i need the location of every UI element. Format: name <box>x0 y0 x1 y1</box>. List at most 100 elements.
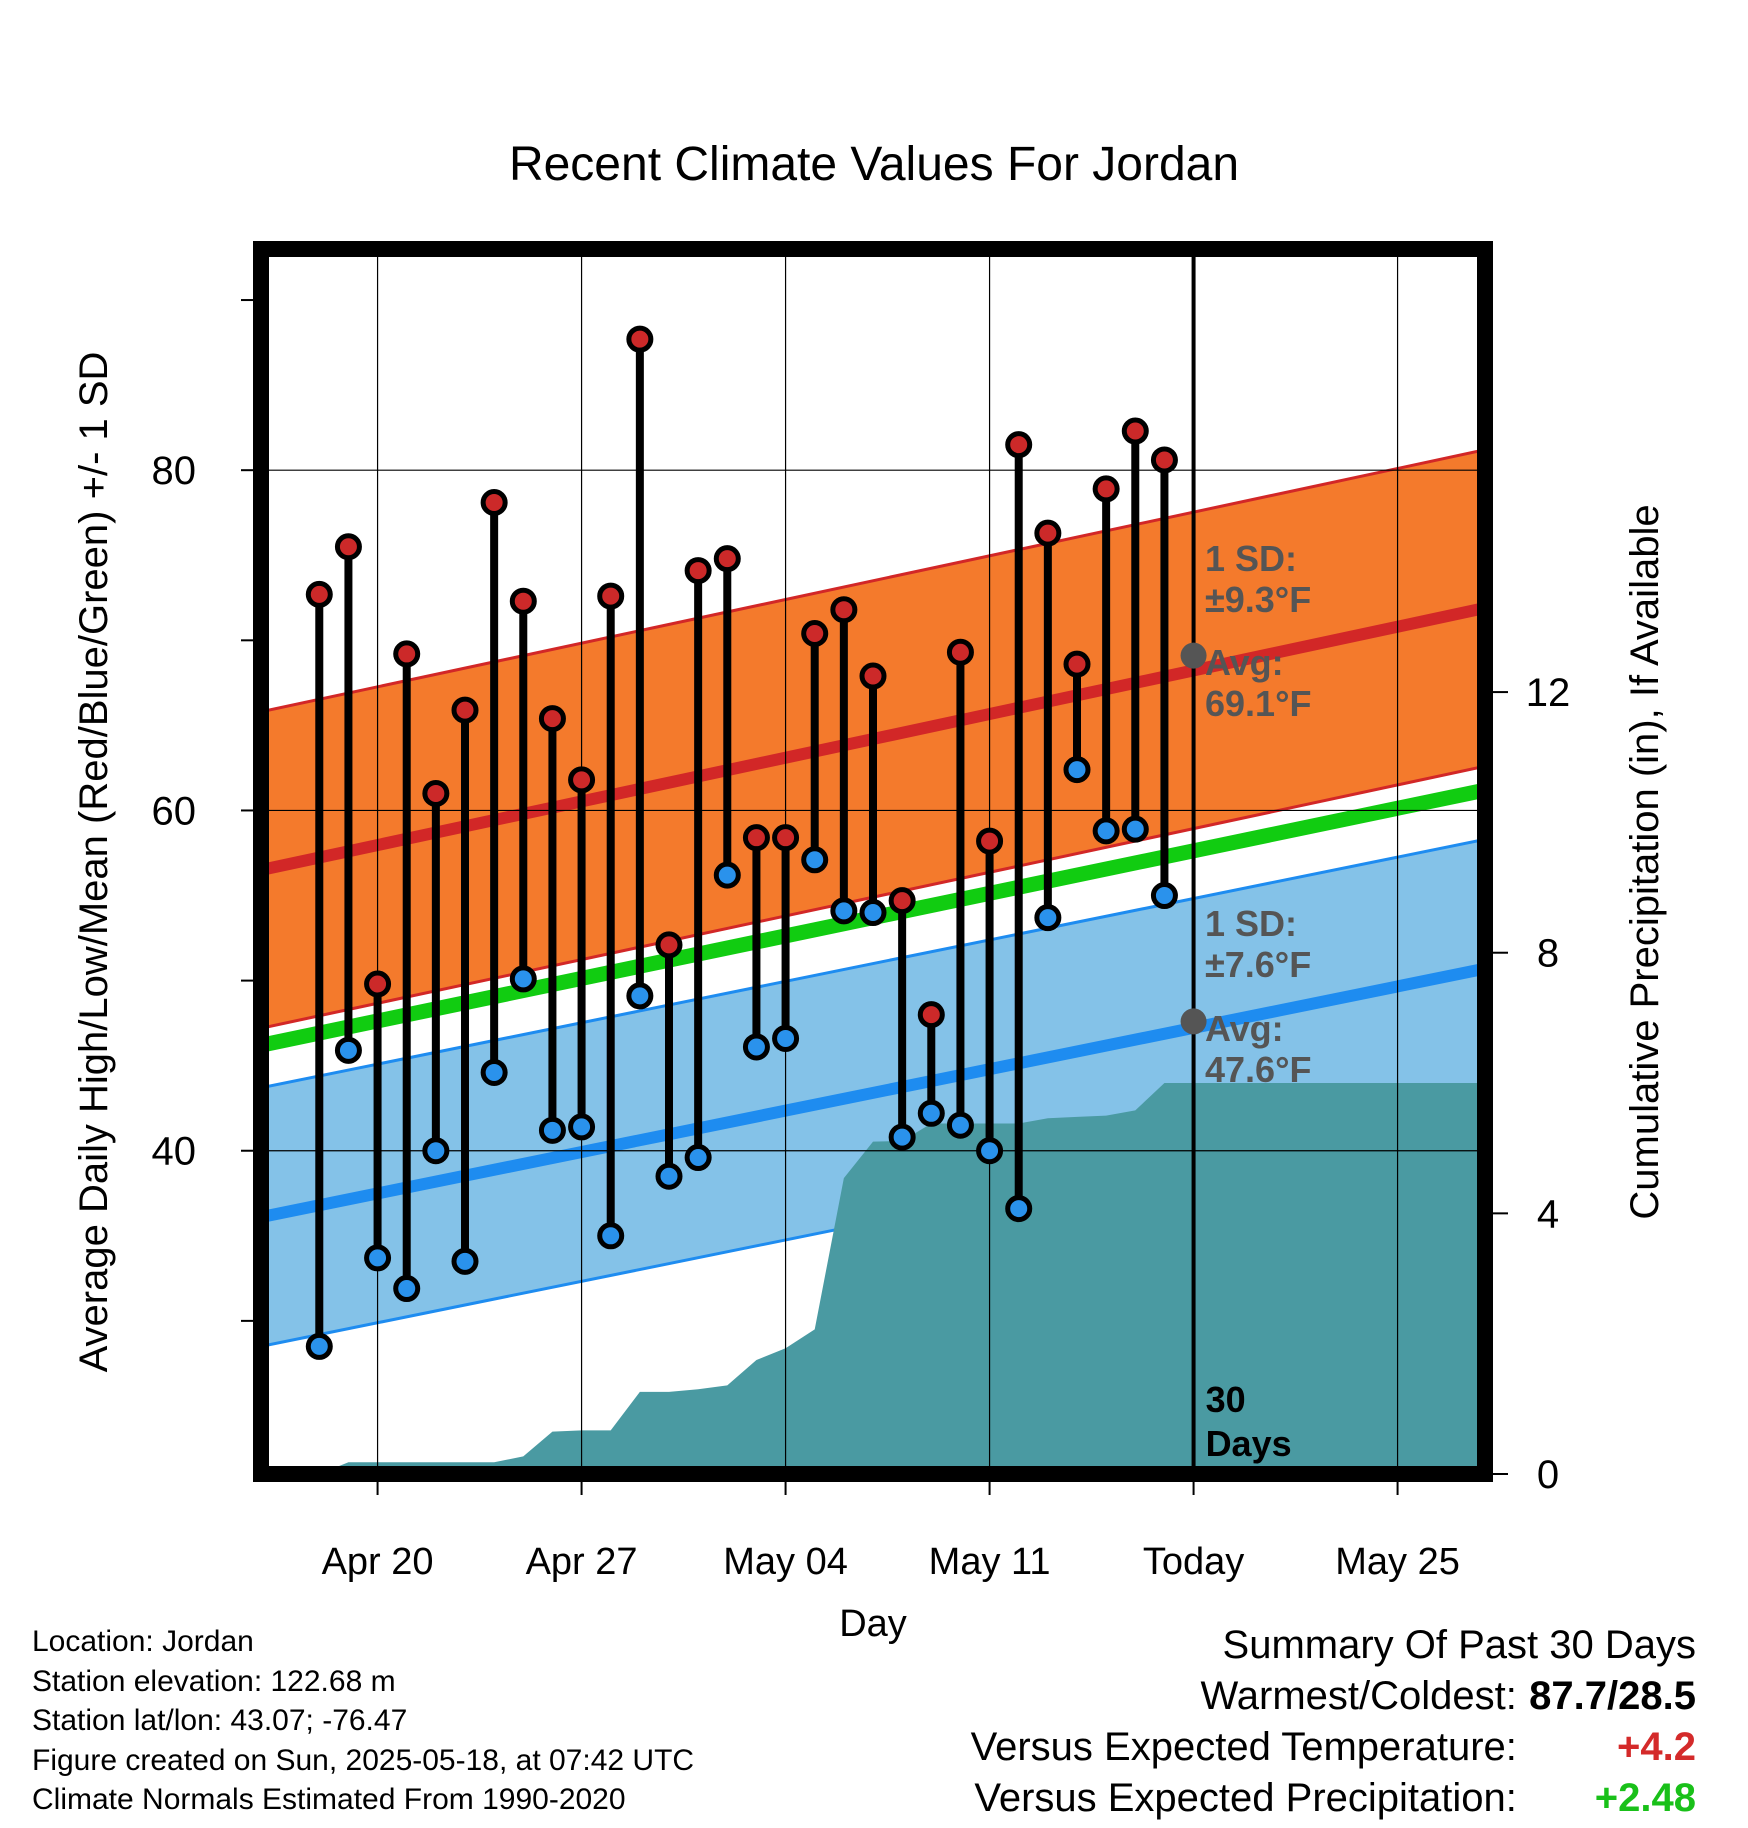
y2-tick-label: 8 <box>1537 932 1559 976</box>
daily-low-point <box>538 1116 566 1144</box>
daily-high-point <box>1005 431 1033 459</box>
high-avg-label: 69.1°F <box>1205 683 1311 724</box>
daily-low-point <box>742 1033 770 1061</box>
precip-area <box>290 1083 1485 1474</box>
daily-high-point <box>509 587 537 615</box>
daily-low-point <box>480 1058 508 1086</box>
high-avg-label: Avg: <box>1205 642 1284 683</box>
daily-low-point <box>626 982 654 1010</box>
daily-low-point <box>451 1247 479 1275</box>
daily-low-point <box>1063 756 1091 784</box>
daily-low-point <box>976 1137 1004 1165</box>
daily-low-point <box>713 861 741 889</box>
daily-high-point <box>626 325 654 353</box>
daily-low-point <box>772 1024 800 1052</box>
daily-high-point <box>1092 475 1120 503</box>
daily-high-point <box>801 620 829 648</box>
high-sd-label: 1 SD: <box>1205 538 1297 579</box>
daily-high-point <box>888 887 916 915</box>
high-sd-label: ±9.3°F <box>1205 579 1311 620</box>
summary-warmest-label: Warmest/Coldest: <box>1200 1674 1517 1718</box>
daily-high-point <box>1121 417 1149 445</box>
info-created: Figure created on Sun, 2025-05-18, at 07… <box>32 1743 695 1777</box>
daily-low-point <box>655 1162 683 1190</box>
summary-panel: Summary Of Past 30 Days Warmest/Coldest:… <box>971 1620 1696 1824</box>
daily-low-point <box>1121 815 1149 843</box>
summary-temp-value: +4.2 <box>1617 1725 1696 1769</box>
today-days-label: 30 <box>1206 1379 1246 1420</box>
y-tick-label: 40 <box>152 1130 197 1174</box>
daily-low-point <box>1150 882 1178 910</box>
daily-high-point <box>480 489 508 517</box>
summary-precip-label: Versus Expected Precipitation: <box>974 1776 1517 1820</box>
y2-tick-label: 0 <box>1537 1453 1559 1497</box>
daily-high-point <box>655 931 683 959</box>
daily-low-point <box>305 1332 333 1360</box>
info-latlon: Station lat/lon: 43.07; -76.47 <box>32 1704 408 1737</box>
info-normals: Climate Normals Estimated From 1990-2020 <box>32 1783 626 1816</box>
daily-high-point <box>597 582 625 610</box>
daily-high-point <box>946 638 974 666</box>
info-location: Location: Jordan <box>32 1625 254 1658</box>
daily-high-point <box>422 779 450 807</box>
daily-low-point <box>568 1113 596 1141</box>
summary-warmest-row: Warmest/Coldest: 87.7/28.5 <box>971 1671 1697 1722</box>
y2-axis-label: Cumulative Precipitation (in), If Availa… <box>1623 504 1667 1219</box>
y2-tick-label: 4 <box>1537 1192 1559 1236</box>
low-avg-label: Avg: <box>1205 1008 1284 1049</box>
daily-high-point <box>305 580 333 608</box>
daily-low-point <box>830 897 858 925</box>
daily-low-point <box>509 965 537 993</box>
daily-points-layer <box>305 325 1178 1360</box>
plot-frame <box>253 241 1493 1482</box>
daily-high-point <box>976 827 1004 855</box>
daily-low-point <box>393 1275 421 1303</box>
x-axis-label: Day <box>839 1603 907 1645</box>
high-avg-dot <box>1180 642 1207 669</box>
daily-high-point <box>859 662 887 690</box>
x-tick-label: Apr 27 <box>526 1541 638 1583</box>
daily-low-point <box>946 1111 974 1139</box>
today-days-label: Days <box>1206 1423 1292 1464</box>
high-sd-band-upper-edge <box>261 448 1485 714</box>
daily-high-point <box>742 824 770 852</box>
daily-high-point <box>830 596 858 624</box>
low-avg-label: 47.6°F <box>1205 1049 1311 1090</box>
daily-low-point <box>422 1137 450 1165</box>
daily-high-point <box>684 557 712 585</box>
daily-low-point <box>334 1036 362 1064</box>
daily-low-point <box>597 1222 625 1250</box>
daily-high-point <box>364 970 392 998</box>
daily-low-point <box>684 1144 712 1172</box>
low-sd-label: ±7.6°F <box>1205 944 1311 985</box>
daily-high-point <box>334 533 362 561</box>
daily-high-point <box>1034 519 1062 547</box>
daily-high-point <box>1150 446 1178 474</box>
daily-low-point <box>1005 1195 1033 1223</box>
daily-low-point <box>1092 817 1120 845</box>
daily-low-point <box>859 899 887 927</box>
x-tick-label: Apr 20 <box>322 1541 434 1583</box>
station-info: Location: Jordan Station elevation: 122.… <box>32 1622 694 1820</box>
x-tick-label: Today <box>1143 1541 1244 1583</box>
daily-high-point <box>538 705 566 733</box>
x-tick-label: May 04 <box>723 1541 848 1583</box>
y2-tick-label: 12 <box>1526 671 1571 715</box>
daily-high-point <box>451 696 479 724</box>
daily-high-point <box>713 545 741 573</box>
summary-heading: Summary Of Past 30 Days <box>1222 1623 1696 1667</box>
info-elevation: Station elevation: 122.68 m <box>32 1664 396 1698</box>
y-tick-label: 60 <box>152 789 197 833</box>
y-tick-label: 80 <box>152 449 197 493</box>
daily-high-point <box>917 1001 945 1029</box>
summary-temp-row: Versus Expected Temperature: +4.2 <box>971 1722 1696 1773</box>
daily-low-point <box>364 1244 392 1272</box>
summary-temp-label: Versus Expected Temperature: <box>970 1725 1517 1769</box>
daily-low-point <box>917 1099 945 1127</box>
daily-low-point <box>1034 904 1062 932</box>
x-tick-label: May 25 <box>1335 1541 1460 1583</box>
daily-high-point <box>393 640 421 668</box>
daily-low-point <box>801 846 829 874</box>
